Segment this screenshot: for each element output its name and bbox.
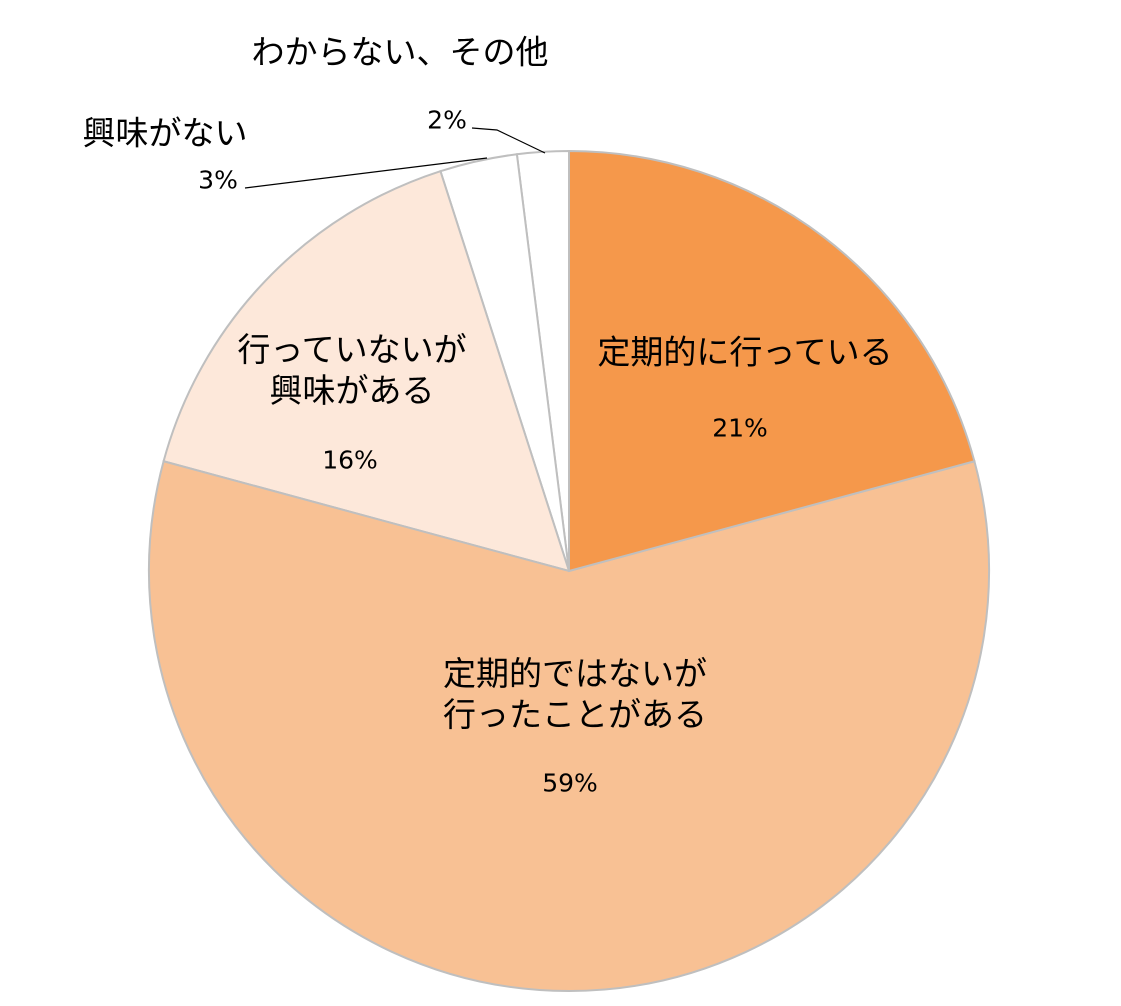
pie-slice bbox=[568, 149, 976, 573]
value-label: 2% bbox=[427, 105, 467, 135]
category-label: 定期的に行っている bbox=[597, 332, 893, 372]
category-label: 行っていないが 興味がある bbox=[237, 329, 467, 410]
value-label: 59% bbox=[542, 768, 598, 798]
pie-slice bbox=[162, 169, 571, 573]
value-label: 16% bbox=[322, 445, 378, 475]
pie-slice bbox=[148, 460, 990, 992]
value-label: 3% bbox=[198, 165, 238, 195]
leader-line bbox=[471, 127, 546, 154]
category-label: 興味がない bbox=[82, 113, 248, 153]
category-label: わからない、その他 bbox=[251, 32, 549, 72]
value-label: 21% bbox=[712, 413, 768, 443]
leader-line bbox=[244, 157, 488, 189]
category-label: 定期的ではないが 行ったことがある bbox=[443, 653, 707, 734]
